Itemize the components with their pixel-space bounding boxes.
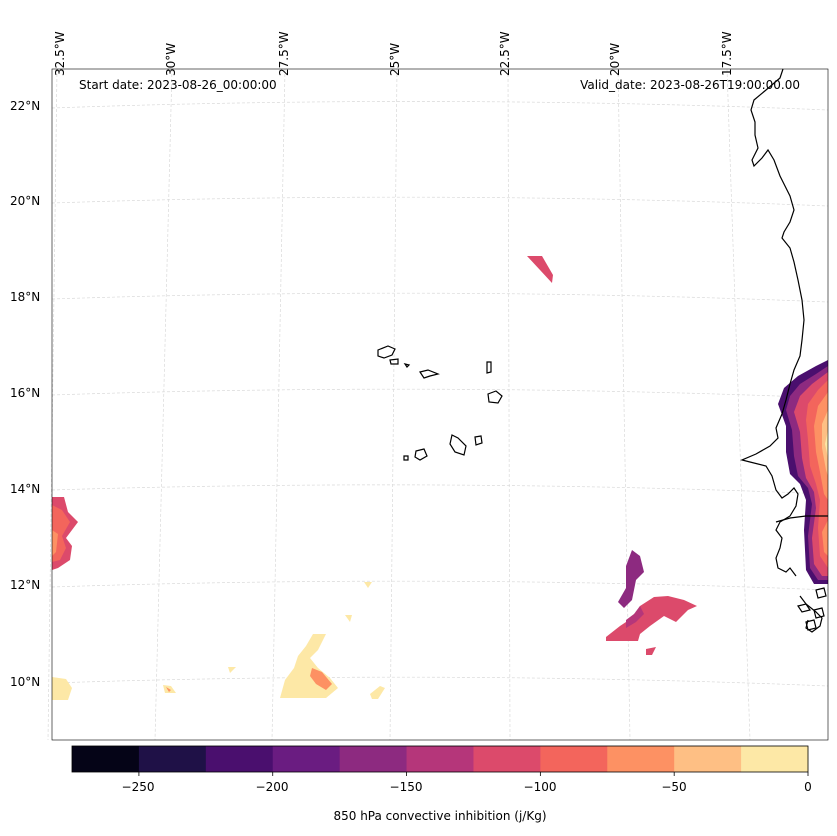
cin-patch-se-inner [626, 606, 644, 628]
island-sao-nicolau [419, 369, 440, 379]
colorbar-segment [72, 746, 140, 772]
lat-label: 14°N [10, 482, 41, 496]
lon-label: 30°W [164, 42, 178, 76]
colorbar-segment [272, 746, 341, 772]
cin-speck-1 [364, 582, 372, 588]
colorbar-segment [607, 746, 675, 772]
cin-patch-west-inner [52, 505, 70, 562]
map-area [52, 69, 828, 740]
cin-patch-se-tail [618, 550, 644, 608]
colorbar-segment [339, 746, 408, 772]
gambia-border [775, 515, 828, 523]
graticule [47, 68, 829, 741]
lon-label: 20°W [608, 42, 622, 76]
cin-patch-north [527, 256, 553, 283]
africa-coastline [740, 68, 805, 577]
island-fogo [414, 448, 428, 461]
colorbar-tick-label: −100 [523, 780, 557, 794]
cin-patch-west-core [52, 530, 58, 556]
cin-speck-5 [370, 686, 385, 699]
colorbar-title: 850 hPa convective inhibition (j/Kg) [333, 809, 547, 823]
cin-contours [52, 256, 828, 700]
start-date-label: Start date: 2023-08-26_00:00:00 [79, 78, 277, 92]
island-maio [474, 435, 483, 446]
bijagos-4 [805, 619, 817, 631]
bijagos-2 [815, 587, 827, 599]
island-brava [403, 455, 409, 461]
colorbar-segment [540, 746, 608, 772]
bijagos-3 [813, 607, 825, 619]
colorbar-border [71, 745, 809, 773]
cin-speck-3 [228, 667, 236, 673]
colorbar-tick-label: −150 [389, 780, 423, 794]
colorbar-tick-label: −50 [661, 780, 687, 794]
cin-speck-4 [163, 685, 176, 693]
bijagos-1 [797, 603, 811, 613]
island-santiago [449, 434, 467, 456]
cin-patch-east-8 [822, 520, 828, 556]
colorbar-tick-label: −200 [255, 780, 289, 794]
cin-patch-se-dot [646, 647, 656, 655]
valid-date-label: Valid_date: 2023-08-26T19:00:00.00 [580, 78, 800, 92]
cin-patch-south-inner [310, 668, 332, 690]
lat-label: 10°N [10, 675, 41, 689]
colorbar-segment [473, 746, 541, 772]
lon-label: 27.5°W [277, 31, 291, 76]
lon-label: 25°W [388, 42, 402, 76]
cin-patch-se [606, 596, 697, 641]
colorbar-tick-label: 0 [804, 780, 812, 794]
coastlines [377, 68, 828, 633]
colorbar-segment [205, 746, 274, 772]
colorbar-segment [406, 746, 474, 772]
colorbar [71, 745, 809, 776]
casamance-coast [799, 595, 823, 633]
colorbar-segment [138, 746, 207, 772]
lat-label: 22°N [10, 99, 41, 113]
island-sao-vicente [389, 358, 399, 365]
colorbar-segment [674, 746, 742, 772]
island-santa-luzia [403, 363, 411, 368]
map-border [51, 68, 829, 741]
colorbar-segment [741, 746, 809, 772]
lat-label: 12°N [10, 578, 41, 592]
lon-label: 22.5°W [498, 31, 512, 76]
cin-patch-east-7 [825, 430, 828, 458]
lat-label: 20°N [10, 194, 41, 208]
lon-label: 17.5°W [720, 31, 734, 76]
lat-label: 18°N [10, 290, 41, 304]
cin-patch-sw [52, 677, 72, 700]
island-santo-antao [377, 345, 396, 359]
colorbar-tick-label: −250 [121, 780, 155, 794]
island-sal [486, 361, 492, 374]
cin-speck-2 [345, 615, 352, 622]
cin-speck-4b [166, 687, 171, 692]
lon-label: 32.5°W [53, 31, 67, 76]
lat-label: 16°N [10, 386, 41, 400]
cin-patch-east-6 [822, 410, 828, 476]
island-boa-vista [487, 390, 503, 404]
